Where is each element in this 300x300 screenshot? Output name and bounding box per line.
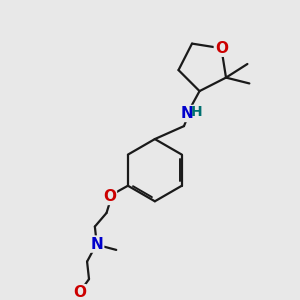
Text: O: O [73,285,86,300]
Text: H: H [191,104,203,118]
Text: O: O [103,189,116,204]
Text: N: N [90,237,103,252]
Text: O: O [215,41,228,56]
Text: N: N [181,106,193,121]
